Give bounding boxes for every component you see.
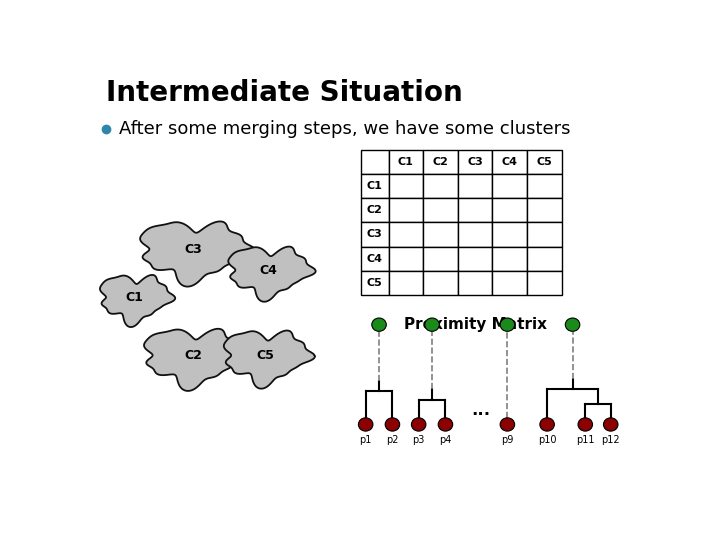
Polygon shape xyxy=(224,330,315,389)
Bar xyxy=(361,271,389,295)
Text: p9: p9 xyxy=(501,435,513,445)
Ellipse shape xyxy=(603,418,618,431)
Ellipse shape xyxy=(411,418,426,431)
Polygon shape xyxy=(144,329,251,391)
Bar xyxy=(458,198,492,222)
Bar xyxy=(458,222,492,246)
Bar xyxy=(527,174,562,198)
Bar xyxy=(389,198,423,222)
Text: p2: p2 xyxy=(386,435,399,445)
Ellipse shape xyxy=(372,318,387,332)
Bar xyxy=(361,150,389,174)
Ellipse shape xyxy=(425,318,439,332)
Text: C5: C5 xyxy=(366,278,382,288)
Bar xyxy=(458,150,492,174)
Text: C2: C2 xyxy=(366,205,382,215)
Bar xyxy=(492,222,527,246)
Text: C3: C3 xyxy=(366,230,382,239)
Bar xyxy=(423,198,458,222)
Text: C5: C5 xyxy=(536,157,552,167)
Bar xyxy=(492,174,527,198)
Text: C5: C5 xyxy=(257,349,275,362)
Bar xyxy=(423,222,458,246)
Bar xyxy=(527,222,562,246)
Bar xyxy=(389,150,423,174)
Text: p10: p10 xyxy=(538,435,557,445)
Bar xyxy=(389,271,423,295)
Ellipse shape xyxy=(578,418,593,431)
Bar xyxy=(458,174,492,198)
Bar xyxy=(492,246,527,271)
Polygon shape xyxy=(228,247,315,302)
Bar xyxy=(361,222,389,246)
Text: p1: p1 xyxy=(359,435,372,445)
Text: Intermediate Situation: Intermediate Situation xyxy=(106,79,462,107)
Polygon shape xyxy=(100,275,175,327)
Ellipse shape xyxy=(540,418,554,431)
Ellipse shape xyxy=(359,418,373,431)
Bar xyxy=(458,271,492,295)
Bar xyxy=(423,246,458,271)
Bar xyxy=(423,271,458,295)
Bar xyxy=(389,222,423,246)
Polygon shape xyxy=(140,221,256,287)
Bar xyxy=(527,198,562,222)
Bar xyxy=(492,198,527,222)
Text: C4: C4 xyxy=(502,157,518,167)
Text: C1: C1 xyxy=(366,181,382,191)
Text: C4: C4 xyxy=(260,264,277,277)
Text: p3: p3 xyxy=(413,435,425,445)
Text: After some merging steps, we have some clusters: After some merging steps, we have some c… xyxy=(119,120,570,138)
Bar xyxy=(361,174,389,198)
Ellipse shape xyxy=(438,418,453,431)
Ellipse shape xyxy=(565,318,580,332)
Bar xyxy=(423,174,458,198)
Bar xyxy=(458,246,492,271)
Bar xyxy=(361,198,389,222)
Text: C3: C3 xyxy=(184,244,202,256)
Bar xyxy=(492,150,527,174)
Text: p12: p12 xyxy=(601,435,620,445)
Text: ...: ... xyxy=(471,401,490,419)
Text: C2: C2 xyxy=(433,157,449,167)
Bar xyxy=(361,246,389,271)
Bar xyxy=(527,271,562,295)
Ellipse shape xyxy=(385,418,400,431)
Ellipse shape xyxy=(500,418,515,431)
Text: C4: C4 xyxy=(366,254,382,264)
Text: p4: p4 xyxy=(439,435,451,445)
Bar xyxy=(389,174,423,198)
Text: C1: C1 xyxy=(398,157,414,167)
Bar xyxy=(527,246,562,271)
Text: C1: C1 xyxy=(126,291,143,304)
Ellipse shape xyxy=(500,318,515,332)
Text: p11: p11 xyxy=(576,435,595,445)
Text: Proximity Matrix: Proximity Matrix xyxy=(403,317,546,332)
Bar xyxy=(423,150,458,174)
Bar xyxy=(492,271,527,295)
Text: C2: C2 xyxy=(184,349,202,362)
Text: C3: C3 xyxy=(467,157,483,167)
Bar xyxy=(389,246,423,271)
Bar xyxy=(527,150,562,174)
